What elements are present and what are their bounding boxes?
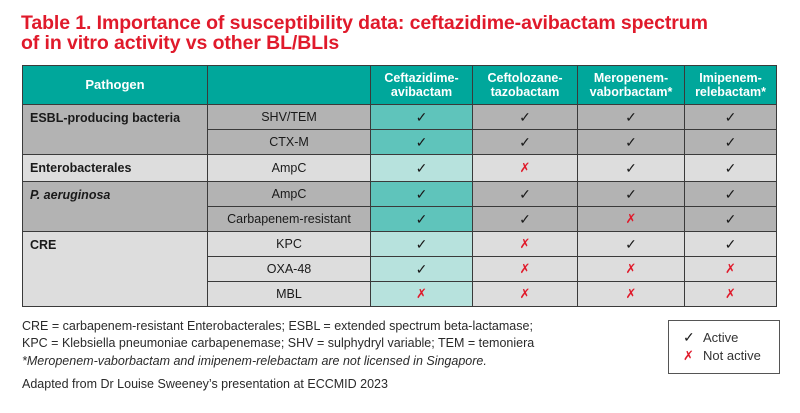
not-active-cross-icon: ✗ (472, 256, 578, 282)
check-icon: ✓ (683, 329, 695, 345)
active-check-icon: ✓ (684, 181, 777, 207)
pathogen-group: ESBL-producing bacteria (22, 104, 208, 155)
active-check-icon: ✓ (684, 206, 777, 232)
table-title: Table 1. Importance of susceptibility da… (21, 13, 708, 53)
table-row: ESBL-producing bacteria SHV/TEM ✓ ✓ ✓ ✓ (22, 104, 777, 155)
table-row: OXA-48 ✓ ✗ ✗ ✗ (23, 256, 777, 282)
header-meropenem-vaborbactam: Meropenem- vaborbactam* (577, 65, 685, 105)
header-subtype (207, 65, 371, 105)
legend-active-label: Active (703, 330, 739, 345)
not-active-cross-icon: ✗ (472, 281, 578, 307)
header-row: Pathogen Ceftazidime- avibactam Ceftoloz… (22, 65, 777, 105)
cross-icon: ✗ (683, 348, 694, 363)
active-check-icon: ✓ (684, 129, 777, 155)
not-active-cross-icon: ✗ (577, 281, 685, 307)
resistance-type: MBL (207, 281, 371, 307)
title-line-1: Table 1. Importance of susceptibility da… (21, 12, 708, 34)
resistance-type: KPC (207, 231, 371, 257)
table-row: MBL ✗ ✗ ✗ ✗ (23, 281, 777, 307)
not-active-cross-icon: ✗ (472, 154, 578, 182)
footnote-license: *Meropenem-vaborbactam and imipenem-rele… (22, 354, 487, 368)
active-check-icon: ✓ (472, 206, 578, 232)
active-check-icon: ✓ (684, 231, 777, 257)
active-check-icon: ✓ (684, 154, 777, 182)
pathogen-group: Enterobacterales (22, 154, 208, 182)
not-active-cross-icon: ✗ (684, 256, 777, 282)
active-check-icon: ✓ (577, 181, 685, 207)
footnote-abbreviations-1: CRE = carbapenem-resistant Enterobactera… (22, 319, 533, 333)
active-check-icon: ✓ (577, 154, 685, 182)
resistance-type: CTX-M (207, 129, 371, 155)
title-line-2: of in vitro activity vs other BL/BLIs (21, 32, 340, 54)
not-active-cross-icon: ✗ (370, 281, 473, 307)
table-row: P. aeruginosa AmpC ✓ ✓ ✓ ✓ (22, 181, 777, 232)
susceptibility-table: Pathogen Ceftazidime- avibactam Ceftoloz… (22, 65, 777, 307)
table-row: CTX-M ✓ ✓ ✓ ✓ (23, 129, 777, 155)
active-check-icon: ✓ (472, 181, 578, 207)
resistance-type: SHV/TEM (207, 104, 371, 130)
table-row: CRE KPC ✓ ✗ ✓ ✓ (22, 231, 777, 307)
active-check-icon: ✓ (577, 231, 685, 257)
active-check-icon: ✓ (472, 129, 578, 155)
footnote-source: Adapted from Dr Louise Sweeney’s present… (22, 377, 388, 391)
legend-active: ✓ Active (683, 328, 779, 347)
resistance-type: AmpC (207, 181, 371, 207)
active-check-icon: ✓ (370, 104, 473, 130)
active-check-icon: ✓ (684, 104, 777, 130)
not-active-cross-icon: ✗ (577, 206, 685, 232)
not-active-cross-icon: ✗ (684, 281, 777, 307)
active-check-icon: ✓ (577, 104, 685, 130)
not-active-cross-icon: ✗ (577, 256, 685, 282)
table-row: Enterobacterales AmpC ✓ ✗ ✓ ✓ (22, 154, 777, 182)
header-pathogen: Pathogen (22, 65, 208, 105)
active-check-icon: ✓ (370, 256, 473, 282)
header-ceftazidime-avibactam: Ceftazidime- avibactam (370, 65, 473, 105)
legend: ✓ Active ✗ Not active (668, 320, 780, 374)
resistance-type: Carbapenem-resistant (207, 206, 371, 232)
active-check-icon: ✓ (370, 129, 473, 155)
legend-not-active-label: Not active (703, 348, 761, 363)
active-check-icon: ✓ (370, 206, 473, 232)
active-check-icon: ✓ (370, 154, 473, 182)
active-check-icon: ✓ (370, 231, 473, 257)
header-imipenem-relebactam: Imipenem- relebactam* (684, 65, 777, 105)
footnote-abbreviations-2: KPC = Klebsiella pneumoniae carbapenemas… (22, 336, 535, 350)
active-check-icon: ✓ (472, 104, 578, 130)
resistance-type: AmpC (207, 154, 371, 182)
pathogen-group: P. aeruginosa (22, 181, 208, 232)
active-check-icon: ✓ (577, 129, 685, 155)
active-check-icon: ✓ (370, 181, 473, 207)
not-active-cross-icon: ✗ (472, 231, 578, 257)
legend-not-active: ✗ Not active (683, 347, 779, 365)
pathogen-group: CRE (22, 231, 208, 307)
header-ceftolozane-tazobactam: Ceftolozane- tazobactam (472, 65, 578, 105)
resistance-type: OXA-48 (207, 256, 371, 282)
